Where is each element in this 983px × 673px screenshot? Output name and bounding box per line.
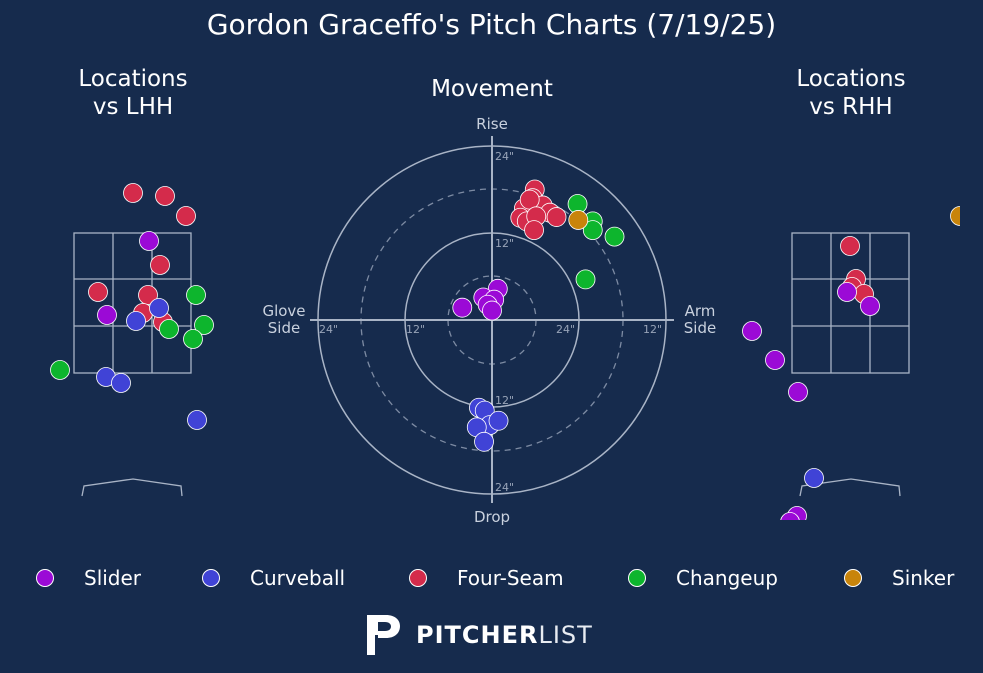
lhh-strike-zone (73, 232, 192, 374)
rhh-pitch-slider (837, 282, 857, 302)
pitch-point-four-seam (524, 220, 544, 241)
ring-label-right-12: 24" (556, 323, 575, 336)
lhh-pitch-four-seam (150, 255, 170, 275)
legend-item-four-seam: Four-Seam (409, 560, 564, 596)
lhh-pitch-slider (97, 305, 117, 325)
legend-item-slider: Slider (36, 560, 141, 596)
pitch-point-curveball (488, 410, 509, 431)
chart-title: Gordon Graceffo's Pitch Charts (7/19/25) (206, 8, 777, 41)
lhh-pitch-four-seam (155, 186, 175, 206)
rhh-panel-title: Locations vs RHH (796, 66, 906, 120)
rhh-points (742, 206, 960, 520)
ring-label-top-12: 12" (495, 237, 514, 250)
ring-label-bottom-12: 12" (495, 394, 514, 407)
rhh-pitch-sinker (950, 206, 960, 226)
lhh-points (50, 183, 214, 430)
rhh-pitch-slider (788, 382, 808, 402)
legend-marker-slider (36, 569, 54, 587)
lhh-pitch-changeup (159, 319, 179, 339)
rhh-pitch-slider (742, 321, 762, 341)
pitch-point-sinker (568, 210, 589, 230)
lhh-pitch-curveball (111, 373, 131, 393)
ring-label-left-12: 12" (406, 323, 425, 336)
movement-points (452, 179, 625, 452)
legend-label: Four-Seam (457, 566, 564, 590)
lhh-pitch-changeup (50, 360, 70, 380)
legend-label: Curveball (250, 566, 346, 590)
legend-item-curveball: Curveball (202, 560, 345, 596)
axis-label-drop: Drop (474, 508, 510, 526)
pitch-point-slider (482, 300, 502, 321)
ring-label-top-24: 24" (495, 150, 514, 163)
lhh-home-plate (81, 478, 183, 497)
axis-label-arm-side: Arm Side (684, 302, 716, 337)
legend-item-sinker: Sinker (844, 560, 954, 596)
pitch-point-four-seam (519, 189, 540, 210)
rhh-pitch-curveball (804, 468, 824, 488)
rhh-pitch-slider (765, 350, 785, 370)
pitch-point-curveball (474, 431, 494, 452)
rhh-pitch-four-seam (840, 236, 860, 256)
pitcherlist-brand: PITCHER LIST (364, 612, 593, 658)
lhh-pitch-changeup (194, 315, 214, 335)
legend-marker-sinker (844, 569, 862, 587)
legend-label: Sinker (892, 566, 955, 590)
axis-label-glove-side: Glove Side (262, 302, 305, 337)
legend-marker-changeup (628, 569, 646, 587)
brand-name-light: LIST (538, 621, 593, 649)
lhh-pitch-curveball (187, 410, 207, 430)
pitch-point-slider (452, 297, 473, 318)
legend: Slider Curveball Four-Seam Changeup Sink… (0, 560, 983, 596)
legend-marker-four-seam (409, 569, 427, 587)
legend-marker-curveball (202, 569, 220, 587)
lhh-pitch-four-seam (123, 183, 143, 203)
lhh-panel-title: Locations vs LHH (78, 66, 188, 120)
pitch-point-changeup (604, 226, 625, 247)
rhh-pitch-slider (860, 296, 880, 316)
lhh-pitch-changeup (183, 329, 203, 349)
movement-panel-title: Movement (431, 76, 553, 102)
lhh-pitch-four-seam (176, 206, 196, 226)
lhh-pitch-curveball (126, 311, 146, 331)
pitch-point-changeup (582, 220, 603, 241)
pitch-point-changeup (575, 269, 596, 290)
brand-name-bold: PITCHER (416, 621, 539, 649)
ring-label-right-24: 12" (643, 323, 662, 336)
lhh-pitch-changeup (186, 285, 206, 305)
lhh-pitch-curveball (149, 298, 169, 318)
lhh-pitch-slider (139, 231, 159, 251)
pitch-point-four-seam (546, 207, 567, 227)
rhh-home-plate (799, 478, 901, 497)
legend-item-changeup: Changeup (628, 560, 778, 596)
legend-label: Changeup (676, 566, 778, 590)
ring-label-bottom-24: 24" (495, 481, 514, 494)
lhh-pitch-four-seam (88, 282, 108, 302)
rhh-pitch-slider (780, 512, 800, 520)
ring-label-left-24: 24" (319, 323, 338, 336)
legend-label: Slider (84, 566, 142, 590)
axis-label-rise: Rise (476, 115, 508, 133)
pitcherlist-logo-icon (367, 615, 400, 655)
